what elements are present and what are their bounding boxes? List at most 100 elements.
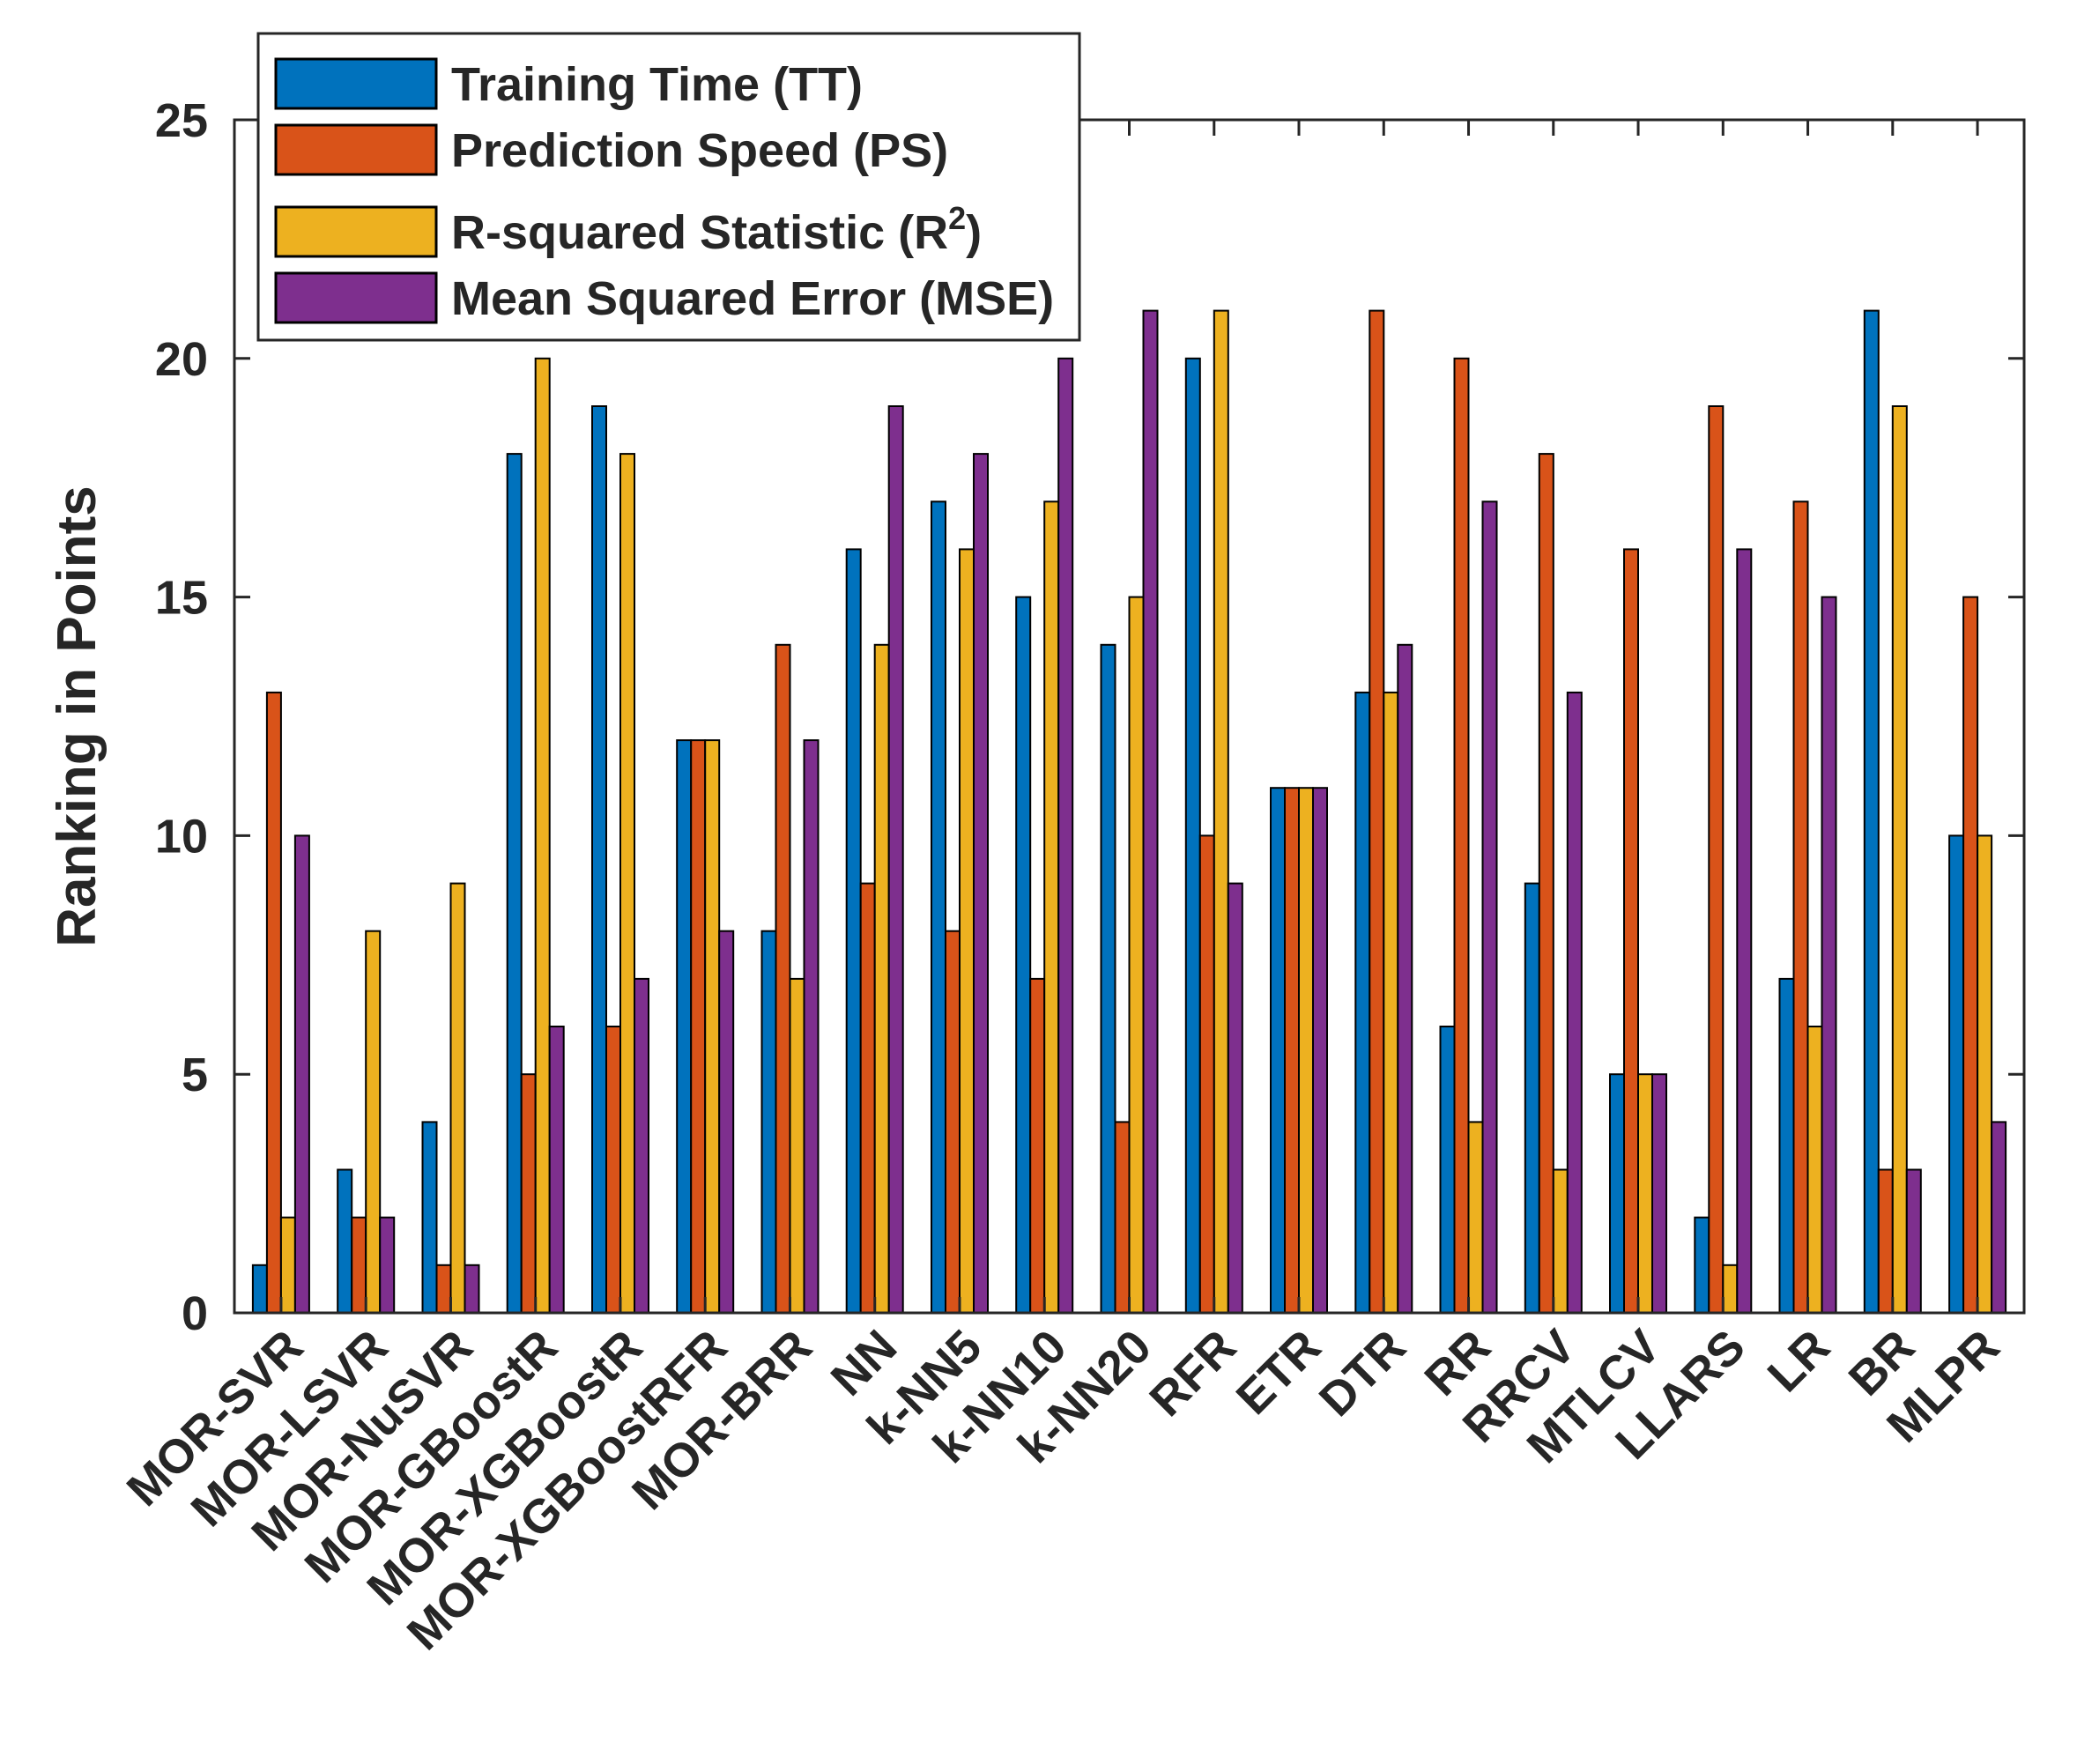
bar-MTLCV-s4: [1651, 1073, 1667, 1314]
bar-MOR-XGBoostRFR-s4: [718, 930, 735, 1314]
bar-RFR-s1: [1184, 357, 1201, 1314]
legend-label-3: R-squared Statistic (R2): [451, 200, 982, 259]
bar-k-NN5-s4: [973, 453, 989, 1314]
bars-layer: [251, 309, 2007, 1315]
bar-RR-s3: [1467, 1121, 1484, 1315]
bar-RRCV-s3: [1552, 1168, 1569, 1314]
bar-k-NN10-s1: [1015, 596, 1032, 1314]
bar-RR-s2: [1453, 357, 1470, 1314]
bar-LLARS-s4: [1736, 548, 1753, 1314]
y-tick-label: 20: [155, 333, 208, 386]
bar-MOR-XGBoostR-s4: [634, 977, 649, 1315]
bar-DTR-s3: [1383, 691, 1399, 1314]
bar-ETR-s4: [1312, 787, 1328, 1314]
bar-ETR-s1: [1270, 787, 1286, 1314]
bar-NN-s4: [887, 405, 904, 1314]
bar-k-NN5-s3: [959, 548, 975, 1314]
bar-k-NN10-s2: [1029, 977, 1046, 1315]
ticks-layer: 0 5 10 15 20 25: [155, 94, 2024, 1340]
bar-MOR-LSVR-s3: [365, 930, 382, 1314]
bar-MOR-XGBoostR-s3: [619, 453, 635, 1314]
bar-MOR-GBoostR-s4: [548, 1026, 565, 1314]
bar-RFR-s3: [1213, 309, 1229, 1315]
bar-k-NN20-s2: [1114, 1121, 1131, 1315]
bar-RFR-s4: [1227, 882, 1243, 1314]
y-tick-label: 25: [155, 94, 208, 147]
bar-RRCV-s2: [1538, 453, 1554, 1314]
bar-MOR-XGBoostRFR-s1: [676, 739, 693, 1314]
bar-MLPR-s3: [1977, 834, 1993, 1314]
bar-MOR-GBoostR-s3: [534, 357, 551, 1314]
bar-k-NN20-s4: [1142, 309, 1159, 1315]
bar-MLPR-s2: [1962, 596, 1979, 1314]
legend: Training Time (TT) Prediction Speed (PS) R…: [256, 32, 1081, 342]
bar-MOR-LSVR-s2: [351, 1216, 367, 1314]
bar-MOR-LSVR-s1: [337, 1168, 353, 1314]
bar-MOR-LSVR-s4: [379, 1216, 396, 1314]
bar-MOR-BRR-s1: [760, 930, 777, 1314]
bar-MTLCV-s1: [1609, 1073, 1625, 1314]
category-label: LR: [1758, 1320, 1840, 1402]
bar-k-NN20-s3: [1128, 596, 1145, 1314]
bar-BR-s4: [1905, 1168, 1922, 1314]
bar-LR-s1: [1778, 977, 1795, 1315]
y-tick-label: 10: [155, 810, 208, 863]
legend-label-2: Prediction Speed (PS): [451, 124, 948, 177]
bar-RR-s1: [1439, 1026, 1456, 1314]
bar-BR-s2: [1877, 1168, 1894, 1314]
bar-DTR-s2: [1369, 309, 1385, 1315]
bar-MOR-SVR-s4: [293, 834, 310, 1314]
bar-k-NN5-s2: [945, 930, 961, 1314]
bar-ETR-s2: [1284, 787, 1300, 1314]
bar-DTR-s1: [1354, 691, 1371, 1314]
bar-k-NN10-s4: [1057, 357, 1074, 1314]
bar-MOR-NuSVR-s1: [421, 1121, 438, 1315]
category-label: ETR: [1227, 1320, 1332, 1425]
bar-RR-s4: [1481, 500, 1498, 1314]
legend-label-1: Training Time (TT): [451, 58, 863, 111]
bar-MLPR-s4: [1991, 1121, 2007, 1315]
bar-BR-s1: [1863, 309, 1880, 1315]
bar-LLARS-s1: [1694, 1216, 1710, 1314]
bar-ETR-s3: [1298, 787, 1314, 1314]
bar-RRCV-s1: [1524, 882, 1540, 1314]
bar-MOR-SVR-s3: [279, 1216, 296, 1314]
bar-MTLCV-s3: [1637, 1073, 1653, 1314]
legend-swatch-4: [274, 271, 438, 324]
bar-MOR-NuSVR-s2: [435, 1264, 452, 1315]
bar-MOR-NuSVR-s3: [449, 882, 466, 1314]
legend-swatch-3: [274, 205, 438, 258]
bar-LR-s3: [1806, 1026, 1823, 1314]
category-label: DTR: [1309, 1320, 1416, 1427]
y-axis-title: Ranking in Points: [47, 485, 108, 947]
y-tick-label: 5: [182, 1049, 208, 1101]
bar-MOR-XGBoostRFR-s3: [704, 739, 721, 1314]
category-labels: MOR-SVRMOR-LSVRMOR-NuSVRMOR-GBoostRMOR-X…: [117, 1320, 2010, 1660]
bar-LR-s4: [1821, 596, 1837, 1314]
bar-k-NN10-s3: [1043, 500, 1060, 1314]
bar-NN-s2: [859, 882, 876, 1314]
y-tick-label: 15: [155, 572, 208, 625]
bar-DTR-s4: [1397, 643, 1413, 1314]
legend-swatch-2: [274, 123, 438, 176]
category-label: RFR: [1139, 1320, 1246, 1427]
bar-LR-s2: [1792, 500, 1809, 1314]
bar-MOR-GBoostR-s1: [506, 453, 523, 1314]
legend-swatch-1: [274, 57, 438, 110]
bar-MOR-BRR-s2: [775, 643, 791, 1314]
bar-MOR-XGBoostRFR-s2: [690, 739, 707, 1314]
bar-MOR-XGBoostR-s1: [591, 405, 607, 1314]
bar-k-NN5-s1: [931, 500, 946, 1314]
bar-MOR-XGBoostR-s2: [605, 1026, 621, 1314]
bar-MOR-NuSVR-s4: [464, 1264, 480, 1315]
bar-BR-s3: [1891, 405, 1908, 1314]
legend-label-4: Mean Squared Error (MSE): [451, 272, 1054, 325]
y-tick-label: 0: [182, 1287, 208, 1340]
bar-LLARS-s3: [1722, 1264, 1739, 1315]
bar-MOR-SVR-s1: [251, 1264, 268, 1315]
bar-MOR-BRR-s4: [803, 739, 820, 1314]
bar-MLPR-s1: [1948, 834, 1965, 1314]
bar-k-NN20-s1: [1100, 643, 1116, 1314]
